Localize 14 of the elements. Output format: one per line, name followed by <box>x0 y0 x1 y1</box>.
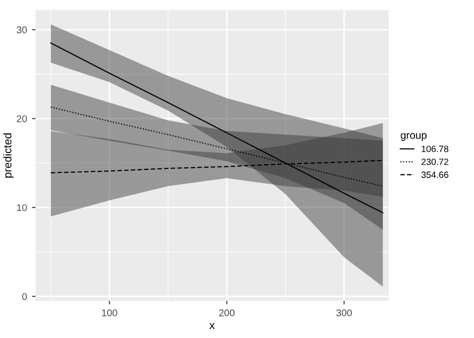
legend-label: 230.72 <box>422 158 448 166</box>
y-axis-title: predicted <box>3 133 14 178</box>
x-tick-label: 300 <box>336 309 352 316</box>
line-series <box>50 42 384 214</box>
x-tick-label: 100 <box>102 309 118 316</box>
legend-label: 106.78 <box>422 146 448 152</box>
y-tick-label: 0 <box>22 293 27 300</box>
y-tick-label: 20 <box>16 115 27 122</box>
legend-label: 354.66 <box>421 172 448 178</box>
legend-title: group <box>400 133 427 141</box>
y-tick-label: 10 <box>17 204 27 212</box>
x-tick-label: 200 <box>219 309 235 316</box>
x-axis-title: x <box>209 323 215 330</box>
y-tick-label: 30 <box>16 26 27 34</box>
